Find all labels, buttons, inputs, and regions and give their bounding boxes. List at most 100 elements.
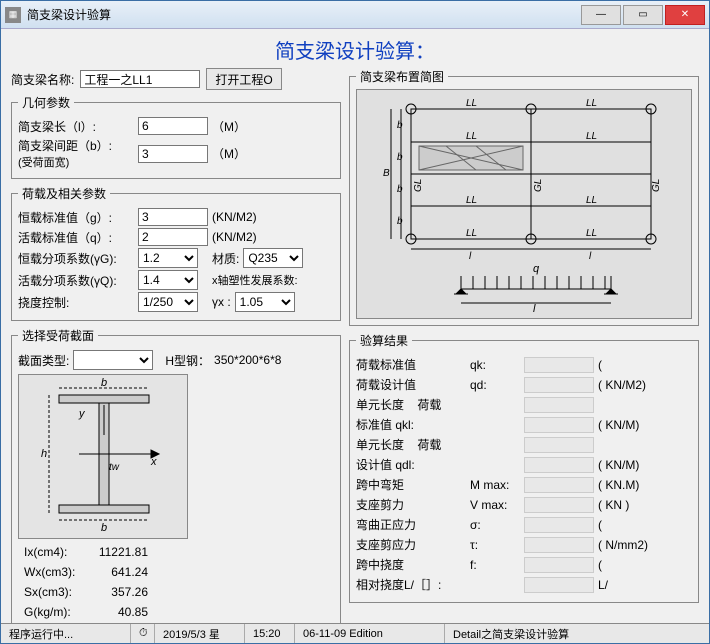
result-value — [524, 377, 594, 393]
geometry-group: 几何参数 简支梁长（l）: （M） 简支梁间距（b）: (受荷面宽) （M） — [11, 94, 341, 179]
result-symbol: qk: — [470, 358, 520, 372]
gx-select[interactable]: 1.05 — [235, 292, 295, 312]
spacing-unit: （M） — [212, 145, 246, 162]
svg-text:LL: LL — [586, 195, 597, 206]
svg-text:LL: LL — [466, 195, 477, 206]
svg-text:y: y — [78, 408, 86, 420]
svg-text:l: l — [469, 251, 472, 262]
maximize-button[interactable]: ▭ — [623, 5, 663, 25]
spacing-input[interactable] — [138, 145, 208, 163]
span-input[interactable] — [138, 117, 208, 135]
result-row: 设计值 qdl:( KN/M) — [356, 456, 692, 473]
results-legend: 验算结果 — [356, 332, 412, 349]
result-value — [524, 397, 594, 413]
svg-text:l: l — [533, 303, 536, 314]
live-label: 活载标准值（q）: — [18, 229, 134, 246]
prop-value: 11221.81 — [88, 545, 148, 559]
beam-name-label: 简支梁名称: — [11, 71, 74, 88]
material-label: 材质: — [212, 250, 239, 267]
titlebar: ▦ 简支梁设计验算 — ▭ ✕ — [1, 1, 709, 29]
result-unit: ( — [598, 518, 668, 532]
result-value — [524, 417, 594, 433]
close-button[interactable]: ✕ — [665, 5, 705, 25]
svg-text:LL: LL — [466, 98, 477, 109]
span-unit: （M） — [212, 118, 246, 135]
result-label: 单元长度 荷载 — [356, 436, 466, 453]
result-value — [524, 357, 594, 373]
result-label: 支座剪应力 — [356, 536, 466, 553]
prop-label: G(kg/m): — [24, 605, 82, 619]
status-running: 程序运行中... — [1, 624, 131, 643]
window-title: 简支梁设计验算 — [27, 6, 581, 23]
hsteel-value: 350*200*6*8 — [214, 353, 281, 367]
svg-text:LL: LL — [586, 228, 597, 239]
svg-text:GL: GL — [651, 179, 662, 192]
result-symbol: σ: — [470, 518, 520, 532]
section-legend: 选择受荷截面 — [18, 327, 98, 344]
yg-select[interactable]: 1.2 — [138, 248, 198, 268]
result-label: 荷载设计值 — [356, 376, 466, 393]
open-project-button[interactable]: 打开工程O — [206, 68, 281, 90]
section-group: 选择受荷截面 截面类型: H型钢： 350*200*6*8 — [11, 327, 341, 623]
svg-text:h: h — [41, 448, 47, 460]
app-icon: ▦ — [5, 7, 21, 23]
dead-unit: (KN/M2) — [212, 210, 257, 224]
svg-text:b: b — [397, 120, 403, 131]
defl-select[interactable]: 1/250 — [138, 292, 198, 312]
result-label: 相对挠度L/［］: — [356, 576, 466, 593]
result-unit: ( KN.M) — [598, 478, 668, 492]
material-select[interactable]: Q235 — [243, 248, 303, 268]
svg-text:GL: GL — [413, 179, 424, 192]
dead-input[interactable] — [138, 208, 208, 226]
layout-diagram-legend: 简支梁布置简图 — [356, 68, 448, 85]
result-unit: ( KN/M) — [598, 418, 668, 432]
prop-value: 40.85 — [88, 605, 148, 619]
result-row: 支座剪应力τ:( N/mm2) — [356, 536, 692, 553]
svg-text:b: b — [101, 522, 107, 534]
live-unit: (KN/M2) — [212, 230, 257, 244]
yq-label: 活载分项系数(γQ): — [18, 272, 134, 289]
result-row: 荷载标准值 qk: ( — [356, 356, 692, 373]
section-type-label: 截面类型: — [18, 352, 69, 369]
page-title: 简支梁设计验算： — [11, 35, 699, 64]
result-row: 弯曲正应力σ:( — [356, 516, 692, 533]
section-props: Ix(cm4):11221.81Wx(cm3):641.24Sx(cm3):35… — [24, 539, 174, 623]
prop-label: Sx(cm3): — [24, 585, 82, 599]
defl-label: 挠度控制: — [18, 294, 134, 311]
dead-label: 恒载标准值（g）: — [18, 209, 134, 226]
result-unit: ( — [598, 558, 668, 572]
clock-icon: ⏱ — [131, 624, 155, 643]
result-row: 跨中挠度f:( — [356, 556, 692, 573]
prop-label: Ix(cm4): — [24, 545, 82, 559]
svg-text:b: b — [397, 216, 403, 227]
result-value — [524, 477, 594, 493]
load-group: 荷载及相关参数 恒载标准值（g）: (KN/M2) 活载标准值（q）: (KN/… — [11, 185, 341, 321]
result-value — [524, 557, 594, 573]
section-type-select[interactable] — [73, 350, 153, 370]
result-unit: ( — [598, 358, 668, 372]
section-diagram: b b h x y tw — [18, 374, 188, 539]
result-symbol: τ: — [470, 538, 520, 552]
hsteel-label: H型钢： — [165, 352, 210, 369]
span-label: 简支梁长（l）: — [18, 118, 134, 135]
spacing-note: (受荷面宽) — [18, 157, 69, 169]
layout-diagram-group: 简支梁布置简图 — [349, 68, 699, 326]
gx-sub: γx : — [212, 295, 231, 309]
svg-text:b: b — [397, 152, 403, 163]
yg-label: 恒载分项系数(γG): — [18, 250, 134, 267]
result-label: 支座剪力 — [356, 496, 466, 513]
result-row: 单元长度 荷载 — [356, 396, 692, 413]
load-legend: 荷载及相关参数 — [18, 185, 110, 202]
yq-select[interactable]: 1.4 — [138, 270, 198, 290]
result-value — [524, 437, 594, 453]
minimize-button[interactable]: — — [581, 5, 621, 25]
svg-text:tw: tw — [109, 462, 120, 473]
result-value — [524, 517, 594, 533]
svg-text:l: l — [589, 251, 592, 262]
beam-name-input[interactable] — [80, 70, 200, 88]
live-input[interactable] — [138, 228, 208, 246]
status-edition: 06-11-09 Edition — [295, 624, 445, 643]
svg-text:LL: LL — [466, 228, 477, 239]
result-label: 设计值 qdl: — [356, 456, 466, 473]
result-label: 荷载标准值 — [356, 356, 466, 373]
